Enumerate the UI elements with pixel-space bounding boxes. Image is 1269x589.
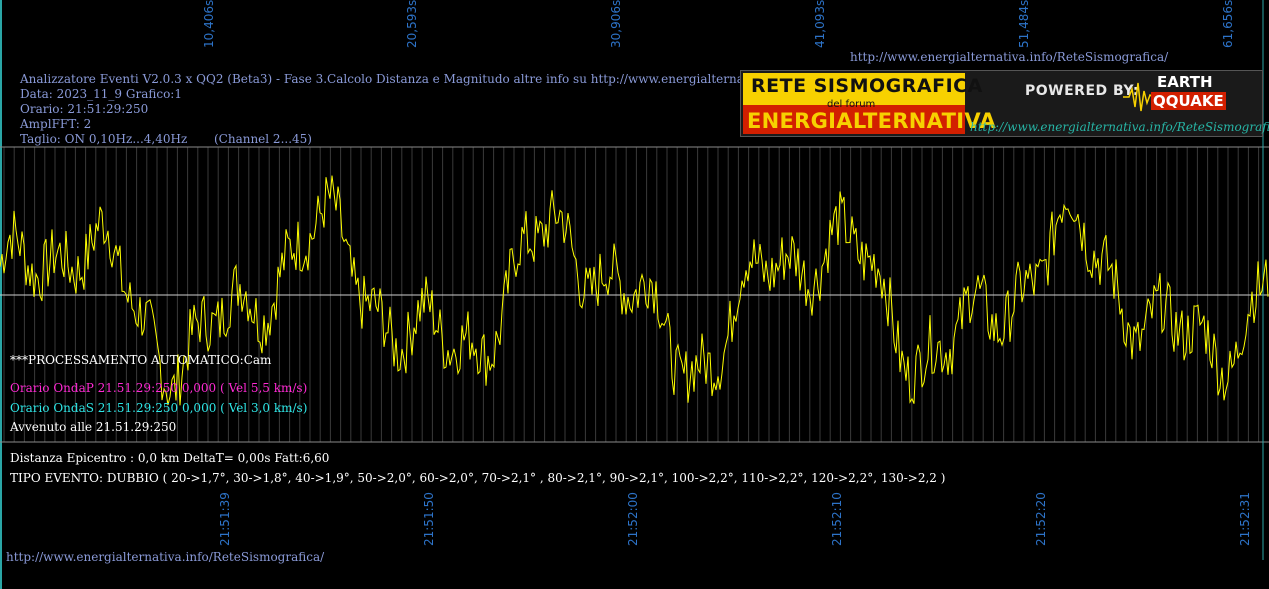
header-info: Analizzatore Eventi V2.0.3 x QQ2 (Beta3)… — [20, 72, 855, 147]
bottom-tick-label: 21:52:00 — [626, 492, 640, 546]
logo-earth-text: EARTH — [1157, 73, 1213, 91]
logo-energ-text: ENERGIALTERNATIVA — [747, 109, 996, 133]
footer-url-link[interactable]: http://www.energialternativa.info/ReteSi… — [6, 550, 325, 564]
rete-sismografica-logo: RETE SISMOGRAFICA del forum ENERGIALTERN… — [740, 70, 1269, 137]
bottom-tick-label: 21:52:10 — [830, 492, 844, 546]
header-title: Analizzatore Eventi V2.0.3 x QQ2 (Beta3)… — [20, 72, 856, 86]
header-time: Orario: 21:51:29:250 — [20, 102, 149, 116]
header-filter: Taglio: ON 0,10Hz...4,40Hz (Channel 2...… — [20, 132, 312, 146]
bottom-tick-label: 21:52:20 — [1034, 492, 1048, 546]
seismic-trace — [0, 175, 1269, 406]
logo-link[interactable]: http://www.energialternativa.info/ReteSi… — [970, 120, 1269, 134]
epicenter-distance: Distanza Epicentro : 0,0 km DeltaT= 0,00… — [10, 451, 330, 465]
logo-rete-text: RETE SISMOGRAFICA — [751, 75, 983, 97]
event-time: Avvenuto alle 21.51.29:250 — [10, 420, 177, 434]
onda-p-time: Orario OndaP 21.51.29:250 0,000 ( Vel 5,… — [10, 381, 308, 395]
logo-quake-text: QQUAKE — [1151, 92, 1226, 110]
bottom-tick-label: 21:52:31 — [1238, 492, 1252, 546]
header-ampl: AmplFFT: 2 — [20, 117, 92, 131]
top-url-link[interactable]: http://www.energialternativa.info/ReteSi… — [850, 50, 1169, 64]
onda-s-time: Orario OndaS 21.51.29:250 0,000 ( Vel 3,… — [10, 401, 308, 415]
processing-auto: ***PROCESSAMENTO AUTOMATICO:Cam — [10, 353, 272, 367]
bottom-tick-label: 21:51:50 — [422, 492, 436, 546]
event-type: TIPO EVENTO: DUBBIO ( 20->1,7°, 30->1,8°… — [10, 471, 946, 485]
logo-yellow-panel — [743, 73, 965, 105]
header-date: Data: 2023_11_9 Grafico:1 — [20, 87, 182, 101]
logo-forum-text: del forum — [827, 99, 876, 110]
bottom-tick-label: 21:51:39 — [218, 492, 232, 546]
logo-powered-text: POWERED BY: — [1025, 83, 1139, 99]
